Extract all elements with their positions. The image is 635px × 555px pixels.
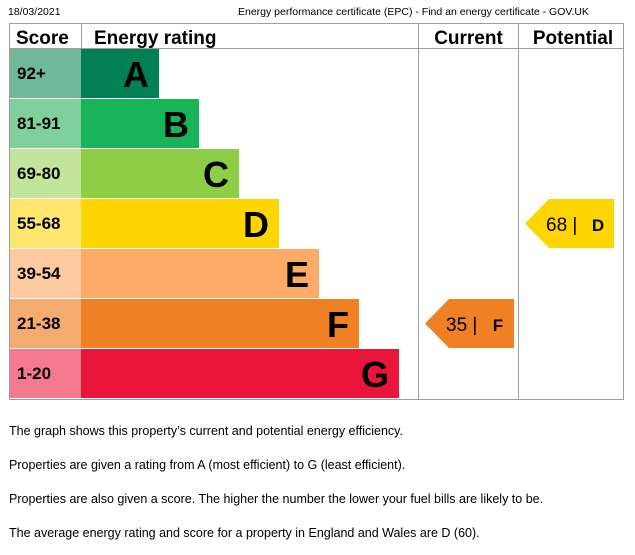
score-cell-f bbox=[10, 299, 81, 348]
score-range-b: 81-91 bbox=[17, 114, 60, 133]
print-page-title: Energy performance certificate (EPC) - F… bbox=[238, 6, 589, 18]
rating-letter-a: A bbox=[123, 54, 149, 95]
description-paragraph-3: Properties are also given a score. The h… bbox=[9, 492, 544, 506]
score-cell-e bbox=[10, 249, 81, 298]
description-paragraph-4: The average energy rating and score for … bbox=[9, 526, 480, 540]
score-range-f: 21-38 bbox=[17, 314, 60, 333]
potential-band-label: D bbox=[592, 216, 604, 235]
potential-column-header: Potential bbox=[533, 28, 613, 49]
score-column-header: Score bbox=[16, 28, 69, 49]
rating-markers: 35 | F 68 | D bbox=[425, 199, 614, 348]
rating-bands: 92+ A 81-91 B 69-80 C 55-68 D 39-54 E 21-38 F 1-20 G bbox=[10, 49, 399, 398]
browser-print-header: 18/03/2021 Energy performance certificat… bbox=[8, 6, 627, 20]
current-marker-arrow bbox=[425, 299, 514, 348]
rating-letter-f: F bbox=[327, 304, 349, 345]
score-range-g: 1-20 bbox=[17, 364, 51, 383]
score-range-a: 92+ bbox=[17, 64, 46, 83]
description-paragraph-1: The graph shows this property’s current … bbox=[9, 424, 403, 438]
rating-letter-d: D bbox=[243, 204, 269, 245]
rating-letter-e: E bbox=[285, 254, 309, 295]
description-paragraph-2: Properties are given a rating from A (mo… bbox=[9, 458, 406, 472]
rating-bar-g bbox=[81, 349, 399, 398]
rating-letter-g: G bbox=[361, 354, 389, 395]
potential-marker-arrow bbox=[525, 199, 614, 248]
score-cell-d bbox=[10, 199, 81, 248]
score-range-c: 69-80 bbox=[17, 164, 60, 183]
rating-letter-c: C bbox=[203, 154, 229, 195]
score-cell-b bbox=[10, 99, 81, 148]
current-column-header: Current bbox=[434, 28, 503, 49]
current-score-label: 35 | bbox=[446, 315, 477, 336]
rating-bar-e bbox=[81, 249, 319, 298]
rating-bar-c bbox=[81, 149, 239, 198]
epc-rating-chart: Score Energy rating Current Potential 92… bbox=[9, 23, 624, 400]
rating-letter-b: B bbox=[163, 104, 189, 145]
rating-bar-d bbox=[81, 199, 279, 248]
potential-score-label: 68 | bbox=[546, 215, 577, 236]
score-cell-a bbox=[10, 49, 81, 98]
score-cell-g bbox=[10, 349, 81, 398]
rating-bar-b bbox=[81, 99, 199, 148]
chart-frame bbox=[9, 23, 624, 400]
rating-column-header: Energy rating bbox=[94, 28, 216, 49]
score-range-e: 39-54 bbox=[17, 264, 61, 283]
rating-bar-f bbox=[81, 299, 359, 348]
current-band-label: F bbox=[493, 316, 503, 335]
rating-bar-a bbox=[81, 49, 159, 98]
score-cell-c bbox=[10, 149, 81, 198]
print-date: 18/03/2021 bbox=[8, 6, 61, 18]
score-range-d: 55-68 bbox=[17, 214, 60, 233]
